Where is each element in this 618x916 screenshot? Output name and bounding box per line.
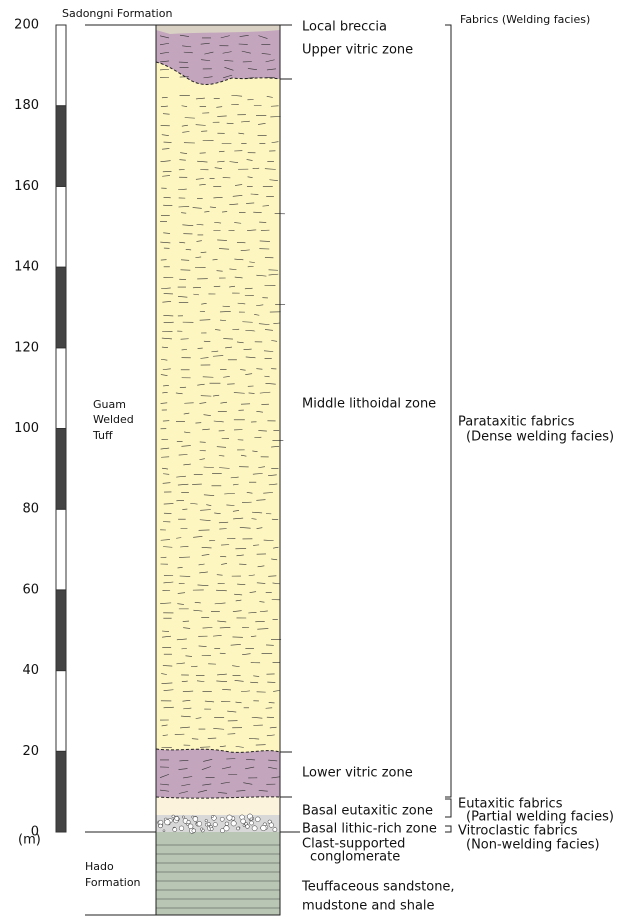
zone-label: conglomerate: [310, 850, 400, 865]
basal-eutaxitic: [156, 797, 280, 815]
scale-label: 0: [31, 825, 39, 840]
scale-segment: [56, 186, 66, 267]
middle-lithoidal: [156, 25, 280, 832]
zone-label: Middle lithoidal zone: [302, 397, 436, 412]
clast: [182, 816, 184, 818]
scale-label: 40: [22, 663, 39, 678]
clast: [207, 822, 210, 825]
scale-segment: [56, 348, 66, 429]
fabric-facies: (Non-welding facies): [466, 838, 600, 853]
scale-segment: [56, 671, 66, 752]
scale-label: 140: [14, 260, 39, 275]
clast: [159, 824, 163, 828]
clast: [241, 819, 246, 824]
formation-label: Guam: [93, 398, 126, 411]
clast: [173, 828, 177, 832]
scale-label: 20: [22, 744, 39, 759]
clast: [246, 825, 250, 829]
zone-label: Lower vitric zone: [302, 766, 413, 781]
clast: [205, 819, 208, 822]
clast: [227, 815, 232, 820]
clast: [172, 815, 175, 818]
clast: [269, 823, 274, 828]
scale-segment: [56, 590, 66, 671]
clast: [249, 821, 253, 825]
clast: [187, 820, 191, 824]
scale-label: 160: [14, 179, 39, 194]
zone-label: Basal lithic-rich zone: [302, 822, 437, 837]
formation-label: Formation: [85, 876, 141, 889]
scale-label: 60: [22, 582, 39, 597]
clast: [252, 826, 257, 831]
clast: [197, 821, 202, 826]
scale-segment: [56, 429, 66, 510]
clast: [192, 829, 196, 833]
zone-label: mudstone and shale: [302, 899, 435, 914]
zone-label: Teuffaceous sandstone,: [301, 880, 455, 895]
clast: [211, 816, 213, 818]
formation-label: Hado: [85, 860, 114, 873]
clast: [243, 824, 245, 826]
clast: [220, 817, 224, 821]
clast: [165, 819, 170, 824]
clast: [273, 828, 277, 832]
fabric-name: Parataxitic fabrics: [458, 415, 575, 430]
zone-label: Upper vitric zone: [302, 43, 413, 58]
clast: [231, 821, 236, 826]
clast: [261, 825, 267, 831]
clast: [200, 828, 202, 830]
scale-segment: [56, 25, 66, 106]
clast: [224, 826, 229, 831]
fabric-facies: (Partial welding facies): [466, 810, 614, 825]
fabric-facies: (Dense welding facies): [466, 430, 614, 445]
clast: [225, 822, 229, 826]
scale-segment: [56, 106, 66, 187]
formation-label: Welded: [93, 413, 134, 426]
stratigraphic-column: Sadongni Formation Guam Welded Tuff Hado…: [0, 0, 618, 916]
scale-label: 180: [14, 98, 39, 113]
clast: [188, 824, 193, 829]
scale-label: 100: [14, 421, 39, 436]
clast: [193, 817, 198, 822]
clast: [236, 827, 239, 830]
scale-label: 80: [22, 502, 39, 517]
clast: [213, 822, 217, 826]
scale-segment: [56, 509, 66, 590]
scale-segment: [56, 267, 66, 348]
fabric-name: Vitroclastic fabrics: [458, 824, 578, 839]
clast: [175, 816, 179, 820]
zone-label: Local breccia: [302, 20, 387, 35]
clast: [163, 830, 165, 832]
clast: [255, 817, 260, 822]
zone-label: Basal eutaxitic zone: [302, 804, 433, 819]
scale-segment: [56, 751, 66, 832]
fabrics-header: Fabrics (Welding facies): [460, 13, 590, 26]
formation-label: Sadongni Formation: [62, 7, 172, 20]
scale-label: 200: [14, 18, 39, 33]
clast: [179, 826, 184, 831]
hado-formation: [156, 832, 280, 915]
formation-label: Tuff: [92, 429, 113, 442]
clast: [250, 818, 253, 821]
clast: [210, 827, 213, 830]
scale-label: 120: [14, 340, 39, 355]
